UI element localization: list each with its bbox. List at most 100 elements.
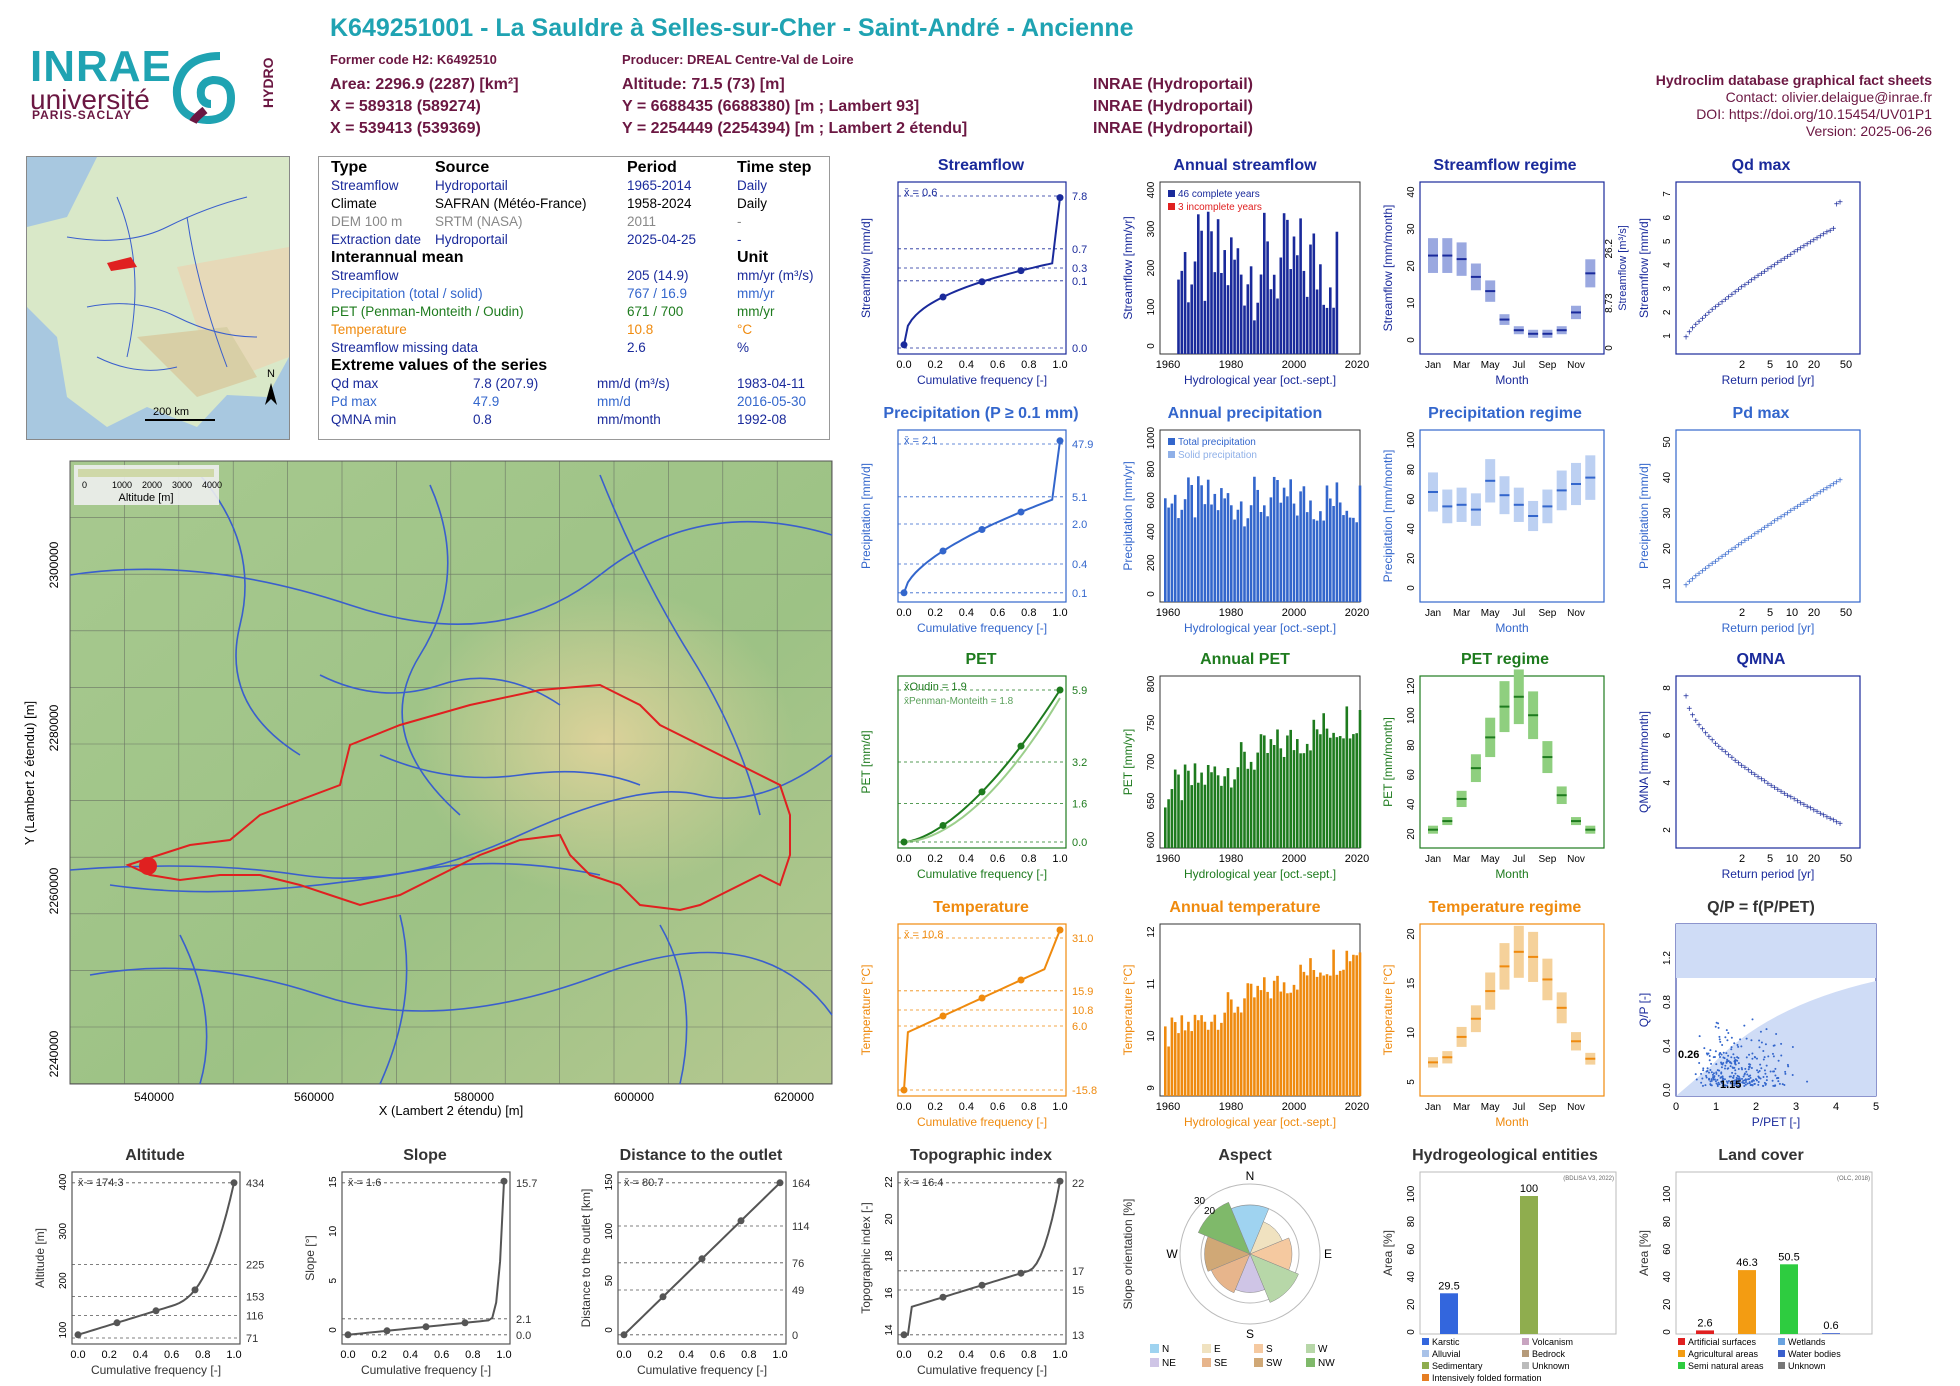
bar — [1246, 983, 1250, 1096]
chart-title: Annual precipitation — [1168, 405, 1323, 422]
map-xlabel: X (Lambert 2 étendu) [m] — [379, 1103, 524, 1118]
cell: Streamflow missing data — [331, 340, 479, 355]
bar — [1355, 522, 1358, 602]
scatter-point: + — [1775, 785, 1781, 796]
qp-label: 0.26 — [1678, 1049, 1699, 1061]
scatter-point — [1734, 1072, 1737, 1075]
limit-zone — [1676, 924, 1876, 978]
hydro-logo: HYDRO — [172, 52, 276, 125]
bar — [1263, 735, 1266, 848]
bar — [1329, 975, 1332, 1096]
scatter-point — [1719, 1040, 1722, 1043]
legend-swatch — [1202, 1358, 1211, 1367]
h-type: Type — [331, 159, 368, 176]
scatter-point — [1719, 1055, 1722, 1058]
bar — [1256, 985, 1259, 1096]
bar — [1223, 250, 1226, 354]
scatter-point — [1786, 1063, 1789, 1066]
x-label: Month — [1495, 373, 1528, 387]
x-tick: 0.6 — [990, 853, 1005, 865]
scatter-point: + — [1781, 789, 1787, 800]
plot-area — [1419, 923, 1605, 1097]
bar — [1246, 518, 1250, 602]
bar — [1272, 274, 1276, 354]
scatter-point: + — [1683, 581, 1689, 592]
x-tick: 1.0 — [1052, 853, 1067, 865]
scatter-point — [1715, 1072, 1718, 1075]
chart-title: Q/P = f(P/PET) — [1707, 899, 1815, 916]
x-label: Cumulative frequency [-] — [917, 373, 1047, 387]
bar — [1329, 498, 1332, 602]
chart-pd_max: Pd max++++++++++++++++++++++++++++++++++… — [1637, 405, 1861, 635]
x-tick: 2 — [1739, 853, 1745, 865]
scatter-point: + — [1739, 283, 1745, 294]
aspect-wedge — [1249, 1253, 1299, 1303]
cell: 767 / 16.9 — [627, 286, 688, 301]
legend-tick: 4000 — [202, 480, 222, 490]
scatter-point — [1732, 1074, 1735, 1077]
y-tick: 5 — [1662, 238, 1673, 244]
bar — [1269, 998, 1273, 1096]
scatter-point: + — [1811, 236, 1817, 247]
bar — [1253, 320, 1256, 354]
plot-area — [71, 1171, 241, 1345]
x-tick: 0.0 — [896, 853, 911, 865]
legend-label: Intensively folded formation — [1432, 1373, 1542, 1383]
x-label: Cumulative frequency [-] — [917, 1115, 1047, 1129]
x-tick: Jan — [1425, 1102, 1441, 1113]
y-tick: 9 — [1146, 1085, 1157, 1091]
scatter-point: + — [1732, 756, 1738, 767]
scatter-point — [1734, 1069, 1737, 1072]
bar — [1263, 977, 1266, 1096]
scatter-point: + — [1781, 254, 1787, 265]
cell: 47.9 — [473, 394, 500, 409]
y-tick: 20 — [1662, 1298, 1673, 1310]
scatter-point — [1760, 1041, 1763, 1044]
scatter-point — [1721, 1082, 1724, 1085]
scatter-point: + — [1706, 562, 1712, 573]
x-tick: 1.0 — [1052, 1349, 1067, 1361]
y-tick: 0 — [1146, 343, 1157, 349]
scatter-point — [1715, 1071, 1718, 1074]
x-label: Cumulative frequency [-] — [917, 621, 1047, 635]
bar — [1233, 779, 1236, 848]
y-label: PET [mm/yr] — [1121, 729, 1135, 795]
cell: Streamflow — [331, 178, 399, 193]
quantile-point — [978, 994, 986, 1002]
bar — [1190, 785, 1193, 848]
chart-precipitation: Precipitation (P ≥ 0.1 mm) 0.0 0.2 0.4 0.6 0.… — [859, 405, 1093, 635]
x-label: Cumulative frequency [-] — [917, 867, 1047, 881]
bar — [1292, 236, 1296, 354]
scatter-point — [1758, 1039, 1761, 1042]
bar — [1325, 728, 1329, 848]
bar — [1345, 706, 1349, 848]
bar — [1276, 975, 1279, 1096]
right-tick: 2.0 — [1072, 519, 1087, 531]
y-tick: 800 — [1146, 460, 1157, 477]
right-tick: 0.1 — [1072, 276, 1087, 288]
bar — [1177, 774, 1180, 848]
bar — [1355, 733, 1358, 848]
scatter-point — [1750, 1080, 1753, 1083]
cell: 1992-08 — [737, 412, 787, 427]
x-tick: 1.0 — [1052, 359, 1067, 371]
y-tick: 700 — [1146, 753, 1157, 770]
legend-swatch — [1778, 1350, 1785, 1357]
inrae-logo: INRAE — [30, 42, 172, 91]
x-tick: 2 — [1753, 1101, 1759, 1113]
x-tick: 0.4 — [403, 1349, 418, 1361]
legend-swatch — [1422, 1338, 1429, 1345]
scatter-point — [1721, 1075, 1724, 1078]
y-tick: 0 — [1146, 591, 1157, 597]
bar — [1193, 763, 1197, 848]
scatter-point: + — [1837, 198, 1843, 209]
y-tick: 20 — [1406, 1298, 1417, 1310]
x-tick: Sep — [1539, 1102, 1557, 1113]
scatter-point: + — [1755, 527, 1761, 538]
x-tick: 1.0 — [496, 1349, 511, 1361]
scatter-point: + — [1703, 729, 1709, 740]
scatter-point: + — [1699, 725, 1705, 736]
bar — [1272, 476, 1276, 602]
bar — [1164, 498, 1167, 602]
